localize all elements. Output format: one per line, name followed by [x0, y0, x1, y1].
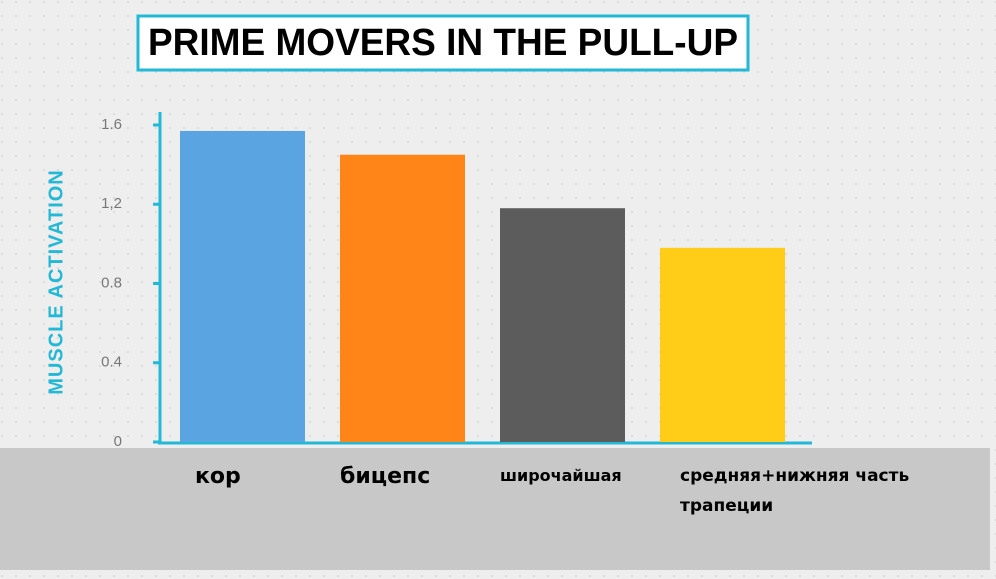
bar: [500, 208, 625, 442]
bar: [340, 154, 465, 442]
chart-title: PRIME MOVERS IN THE PULL-UP: [148, 22, 738, 64]
x-tick-label: широчайшая: [500, 466, 622, 485]
x-tick-label: средняя+нижняя часть трапеции: [680, 466, 910, 516]
x-tick-label: кор: [195, 464, 241, 489]
y-axis-label: MUSCLE ACTIVATION: [45, 169, 67, 395]
label-panel: [0, 448, 990, 570]
bar: [180, 130, 305, 442]
y-tick-label: 0: [114, 433, 122, 450]
bar: [660, 247, 785, 442]
y-tick-label: 1.6: [101, 116, 122, 133]
title-box: [136, 14, 750, 72]
y-tick-label: 0.8: [101, 274, 122, 291]
y-tick-label: 1,2: [101, 195, 122, 212]
x-tick-label: бицепс: [340, 464, 431, 489]
y-tick-label: 0.4: [101, 354, 122, 371]
